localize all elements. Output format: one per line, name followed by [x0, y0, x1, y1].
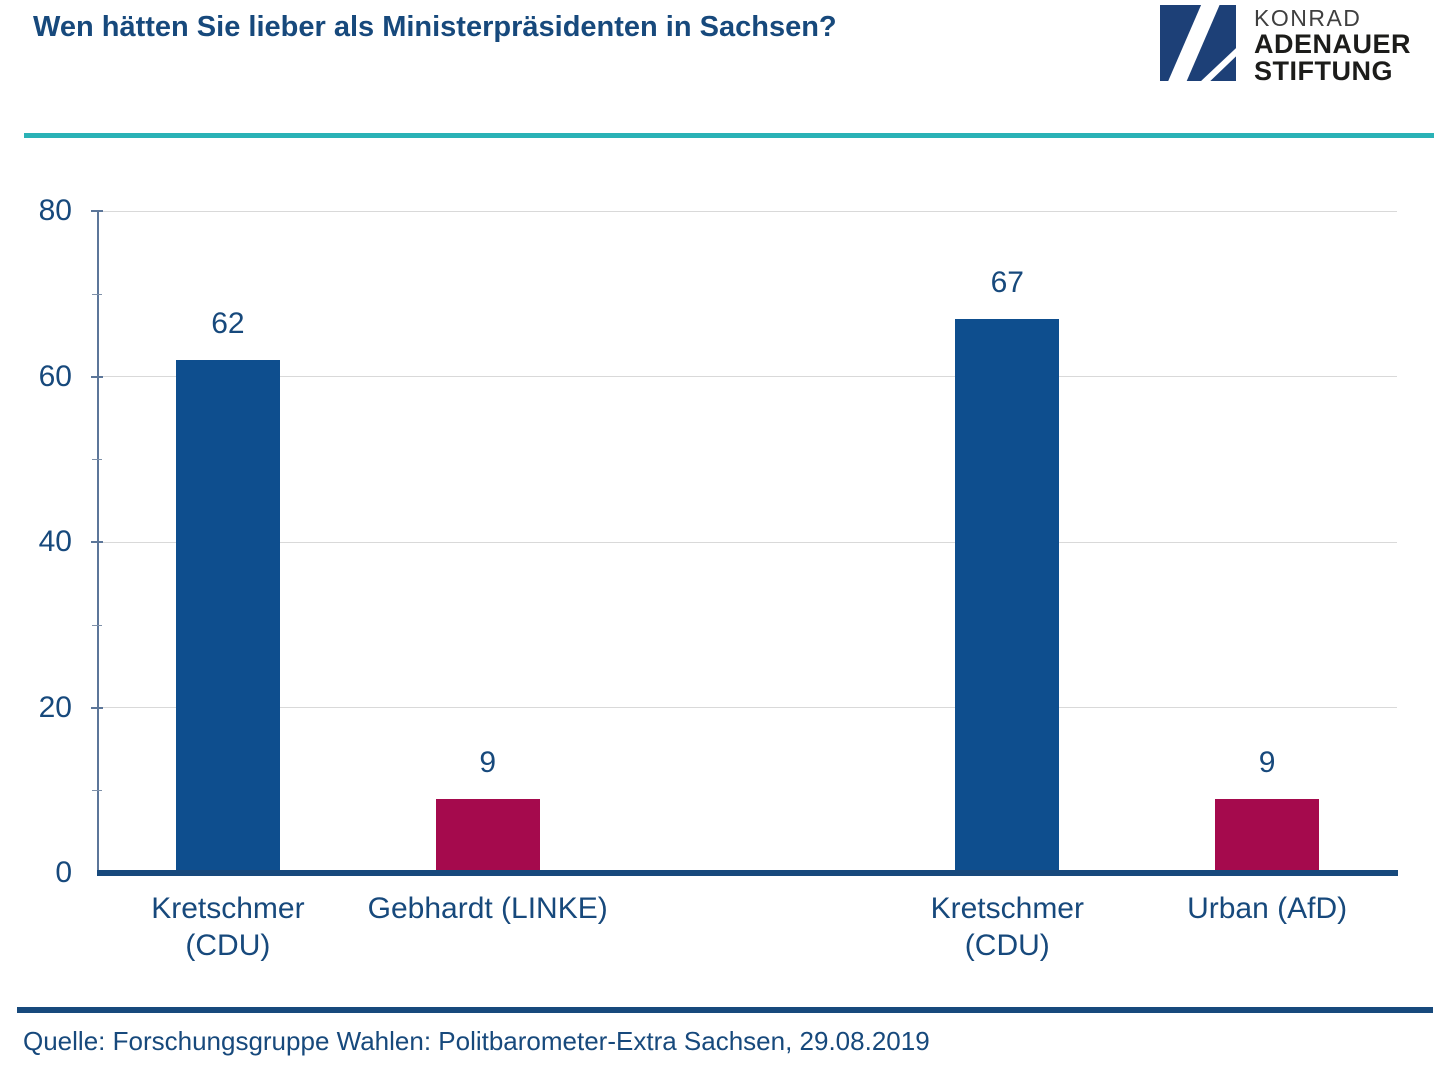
logo-line-adenauer: ADENAUER	[1254, 29, 1412, 59]
bar-value-label-4: 9	[1258, 745, 1276, 779]
x-category-label-3: Kretschmer (CDU)	[930, 892, 1084, 962]
x-category-label-1: Gebhardt (LINKE)	[367, 892, 608, 925]
kas-logo-icon	[1160, 5, 1236, 81]
y-tick-label-20: 20	[38, 690, 72, 724]
y-minor-tick-10	[92, 790, 102, 792]
y-tick-40	[91, 541, 103, 543]
y-tick-label-60: 60	[38, 359, 72, 393]
y-minor-tick-50	[92, 459, 102, 461]
bar-1	[435, 798, 540, 873]
x-category-label-4: Urban (AfD)	[1187, 892, 1348, 925]
y-tick-80	[91, 210, 103, 212]
y-tick-label-0: 0	[55, 856, 72, 889]
y-minor-tick-70	[92, 293, 102, 295]
bar-4	[1215, 798, 1320, 873]
x-category-label-0: Kretschmer (CDU)	[151, 892, 305, 962]
gridline-60	[98, 376, 1397, 377]
y-tick-20	[91, 706, 103, 709]
konrad-adenauer-stiftung-logo: KONRAD ADENAUER STIFTUNG	[1160, 5, 1411, 85]
y-tick-label-80: 80	[38, 194, 72, 227]
y-tick-60	[91, 375, 103, 378]
gridline-80	[98, 210, 1397, 212]
bottom-divider	[17, 1007, 1433, 1013]
bar-value-label-1: 9	[479, 745, 497, 779]
y-tick-label-40: 40	[38, 525, 72, 558]
page-title: Wen hätten Sie lieber als Ministerpräsid…	[33, 11, 837, 43]
logo-line-konrad: KONRAD	[1254, 5, 1362, 31]
bar-3	[955, 318, 1060, 873]
gridline-20	[98, 707, 1397, 708]
y-minor-tick-30	[92, 624, 102, 626]
logo-line-stiftung: STIFTUNG	[1254, 56, 1393, 86]
y-axis-line	[97, 211, 99, 876]
teal-divider	[24, 133, 1434, 138]
source-text: Quelle: Forschungsgruppe Wahlen: Politba…	[23, 1026, 930, 1056]
gridline-40	[98, 541, 1397, 543]
bar-value-label-0: 62	[211, 306, 245, 340]
kas-logo-wordmark: KONRAD ADENAUER STIFTUNG	[1254, 5, 1411, 85]
x-axis-baseline	[97, 870, 1398, 876]
bar-0	[175, 359, 280, 873]
bar-value-label-3: 67	[990, 265, 1024, 299]
